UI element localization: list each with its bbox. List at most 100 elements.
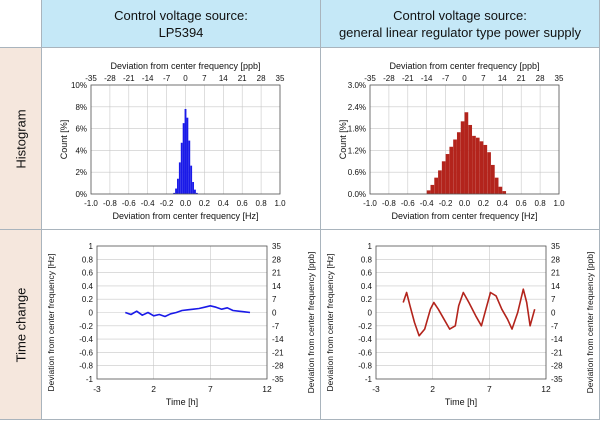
y-tick-label: 0.6 [361, 269, 373, 278]
histogram-bar [180, 142, 183, 194]
column-header-right-line1: Control voltage source: [393, 7, 527, 23]
histogram-bar [487, 152, 491, 194]
y-tick-label: -1 [86, 375, 94, 384]
y-axis-label: Count [%] [338, 120, 348, 160]
x2-tick-label: 21 [517, 74, 526, 83]
x-tick-label: -0.4 [420, 199, 434, 208]
x-tick-label: 0.4 [218, 199, 230, 208]
histogram-bar [192, 182, 194, 194]
histogram-bar [449, 146, 454, 194]
histogram-bar [178, 162, 181, 194]
y-axis-label: Deviation from center frequency [Hz] [46, 254, 56, 392]
histogram-bar [494, 177, 499, 194]
x-tick-label: 0.6 [237, 199, 249, 208]
x-tick-label: 2 [430, 384, 435, 394]
x-tick-label: 0.6 [516, 199, 528, 208]
x-tick-label: 12 [541, 384, 551, 394]
y-tick-label: 0% [75, 190, 87, 199]
time-change-cell-left: -3 2 7 12 -1 -0.8 -0.6 -0.4 -0.2 0 0.2 0.4 0.6 0.8 1 -3… [42, 230, 321, 420]
x2-tick-label: 7 [202, 74, 207, 83]
histogram-bar [475, 137, 480, 194]
y2-tick-label: 7 [551, 295, 556, 304]
x2-tick-label: 14 [498, 74, 507, 83]
x2-axis-label: Deviation from center frequency [ppb] [110, 61, 260, 71]
histogram-bar [186, 117, 189, 194]
x-tick-label: 0.2 [199, 199, 211, 208]
y2-tick-label: 14 [272, 282, 281, 291]
x2-tick-label: 28 [257, 74, 266, 83]
y-tick-label: 0.4 [361, 282, 373, 291]
y-tick-label: 4% [75, 146, 87, 155]
column-header-left-line1: Control voltage source: [114, 7, 248, 23]
plot-frame [375, 245, 547, 380]
y2-tick-label: -35 [551, 375, 563, 384]
y-tick-label: -0.2 [79, 322, 93, 331]
x2-tick-label: 0 [183, 74, 188, 83]
column-header-left: Control voltage source: LP5394 [42, 0, 321, 48]
y-tick-label: 8% [75, 103, 87, 112]
histogram-bar [479, 141, 484, 194]
y2-tick-label: -14 [551, 335, 563, 344]
y-tick-label: -0.8 [358, 362, 372, 371]
histogram-bar [182, 123, 185, 194]
y2-tick-label: -7 [272, 322, 280, 331]
y-tick-label: 1.2% [348, 146, 366, 155]
histogram-bar [445, 154, 450, 194]
histogram-bar [464, 112, 469, 194]
y2-tick-label: 0 [272, 309, 277, 318]
y-tick-label: 3.0% [348, 81, 366, 90]
histogram-bar [177, 178, 179, 194]
x2-tick-label: -14 [142, 74, 154, 83]
row-label-histogram-text: Histogram [13, 108, 28, 169]
y2-axis-label: Deviation from center frequency [ppb] [585, 252, 595, 394]
x2-tick-label: 0 [462, 74, 467, 83]
y2-tick-label: -14 [272, 335, 284, 344]
histogram-bar [195, 192, 198, 194]
x2-tick-label: -28 [383, 74, 395, 83]
histogram-bar [483, 144, 488, 194]
histogram-bar [175, 188, 177, 194]
y2-tick-label: -21 [551, 348, 563, 357]
y-tick-label: 0.4 [82, 282, 94, 291]
x2-tick-label: -35 [364, 74, 376, 83]
y-axis-label: Count [%] [59, 120, 69, 160]
x2-tick-label: 35 [276, 74, 285, 83]
y2-tick-label: 28 [272, 255, 281, 264]
y2-tick-label: -7 [551, 322, 559, 331]
x-tick-label: 0.0 [180, 199, 192, 208]
histogram-bar [468, 124, 473, 194]
x-tick-label: 0.8 [256, 199, 268, 208]
x2-tick-label: 35 [555, 74, 564, 83]
x-tick-label: -0.2 [439, 199, 453, 208]
x-tick-label: 7 [487, 384, 492, 394]
x-tick-label: 2 [151, 384, 156, 394]
y2-tick-label: 21 [551, 269, 560, 278]
y2-axis-label: Deviation from center frequency [ppb] [306, 252, 316, 394]
histogram-bar [438, 170, 442, 194]
y2-tick-label: 35 [272, 242, 281, 251]
x-tick-label: 7 [208, 384, 213, 394]
y-tick-label: 0.2 [82, 295, 94, 304]
histogram-bar [184, 108, 187, 194]
y-tick-label: 0.6% [348, 168, 366, 177]
y-tick-label: 1 [89, 242, 94, 251]
y-tick-label: 1 [368, 242, 373, 251]
x2-tick-label: -7 [163, 74, 171, 83]
y2-tick-label: -35 [272, 375, 284, 384]
x-tick-label: 12 [262, 384, 272, 394]
x2-tick-label: 21 [238, 74, 247, 83]
histogram-cell-right: -1.0 -0.8 -0.6 -0.4 -0.2 0.0 0.2 0.4 0.6 0.8 1.0 -3… [321, 48, 600, 230]
x2-tick-label: 28 [536, 74, 545, 83]
x-axis-label: Deviation from center frequency [Hz] [391, 211, 537, 221]
histogram-bar [434, 177, 439, 194]
y-tick-label: 0 [368, 309, 373, 318]
plot-frame [90, 84, 281, 195]
column-header-right: Control voltage source: general linear r… [321, 0, 600, 48]
column-header-right-line2: general linear regulator type power supp… [338, 24, 582, 40]
y-tick-label: 2.4% [348, 103, 366, 112]
y2-tick-label: 35 [551, 242, 560, 251]
y-tick-label: 0.0% [348, 190, 366, 199]
y2-tick-label: 7 [272, 295, 277, 304]
x-tick-label: 0.4 [497, 199, 509, 208]
